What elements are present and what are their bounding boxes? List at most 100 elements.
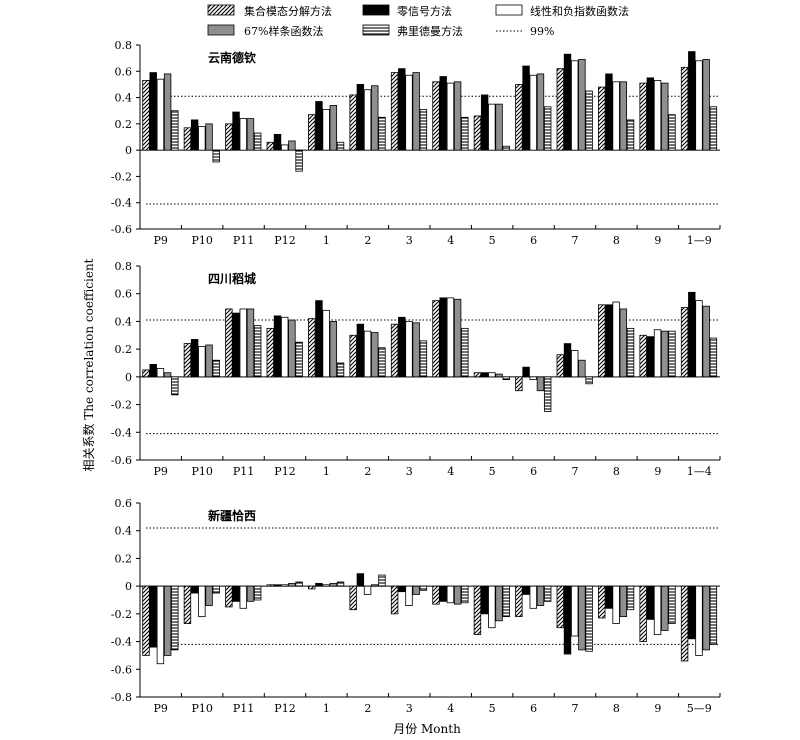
bar-linear [405, 585, 413, 606]
y-tick-label: -0.4 [111, 426, 132, 439]
bar-zero [563, 343, 572, 378]
bar-linear [280, 144, 289, 151]
bar-linear [156, 585, 165, 665]
bar-zero [688, 291, 696, 378]
bar-linear [280, 584, 289, 587]
bar-fried [253, 325, 262, 378]
bar-linear [280, 316, 289, 378]
bar-eemd [515, 376, 523, 392]
bar-linear [405, 74, 413, 151]
bar-fried [171, 376, 179, 396]
bar-linear [446, 297, 455, 378]
bar-linear [488, 585, 496, 629]
bar-eemd [225, 585, 233, 608]
y-tick-label: 0 [125, 144, 132, 157]
bar-fried [585, 90, 593, 151]
bar-eemd [266, 584, 274, 587]
bar-spline [661, 330, 669, 378]
legend-item-linear: 线性和负指数函数法 [495, 4, 629, 18]
bar-fried [502, 376, 510, 381]
bar-spline [453, 298, 462, 378]
bar-linear [529, 74, 537, 151]
bar-eemd [142, 369, 150, 378]
bar-zero [439, 297, 447, 378]
bar-fried [709, 106, 718, 151]
y-axis-title: 相关系数 The correlation coefficient [81, 258, 96, 471]
bar-spline [495, 373, 503, 378]
bar-fried [378, 116, 386, 151]
bar-eemd [556, 585, 564, 629]
bar-zero [190, 119, 199, 151]
bar-linear [405, 321, 413, 378]
bar-fried [212, 359, 220, 378]
bar-linear [322, 109, 330, 151]
bar-linear [363, 585, 372, 595]
bar-fried [502, 145, 510, 151]
legend-label-eemd: 集合模态分解方法 [244, 4, 332, 18]
bar-spline [163, 372, 172, 378]
x-tick-label: 5 [489, 465, 496, 478]
bar-eemd [142, 80, 150, 151]
bar-spline [288, 140, 296, 151]
bar-eemd [639, 82, 647, 151]
bar-zero [646, 77, 655, 151]
bar-fried [295, 581, 303, 587]
bar-linear [198, 345, 206, 378]
bar-eemd [349, 585, 357, 611]
bar-linear [156, 368, 165, 378]
bar-spline [329, 321, 338, 378]
bar-eemd [639, 334, 647, 378]
bar-fried [543, 585, 552, 602]
panel-title: 云南德钦 [208, 50, 256, 65]
y-tick-label: 0.4 [115, 315, 133, 328]
panel-xinjiang-qiaxi: 新疆恰西 0.6 0.4 0.2 0 -0.2 -0.4 -0.6 -0.8 P9 P10 P11 P1… [111, 497, 721, 715]
x-tick-label: P10 [191, 702, 212, 715]
y-tick-label: -0.2 [111, 170, 132, 183]
y-tick-label: -0.6 [111, 663, 132, 676]
bar-eemd [432, 81, 440, 151]
bar-fried [585, 376, 593, 385]
bar-linear [695, 585, 703, 656]
bar-fried [212, 149, 220, 163]
bar-spline [163, 585, 172, 656]
bar-linear [239, 118, 247, 151]
bar-linear [571, 60, 579, 151]
bar-spline [205, 585, 213, 606]
bar-zero [398, 585, 406, 593]
bar-zero [398, 316, 406, 378]
bar-spline [163, 73, 172, 151]
bar-linear [571, 350, 579, 378]
x-tick-label: P10 [191, 234, 212, 247]
legend-item-significance: 99% [496, 25, 554, 38]
x-tick-label: P11 [233, 702, 254, 715]
bar-fried [626, 119, 635, 151]
bar-fried [419, 585, 428, 591]
bar-linear [653, 585, 662, 636]
bar-spline [371, 85, 379, 151]
bar-fried [461, 585, 469, 604]
bar-zero [356, 323, 365, 378]
x-tick-label: 8 [613, 234, 620, 247]
bar-linear [363, 330, 372, 378]
bar-spline [619, 585, 628, 618]
x-tick-label: 1—9 [687, 234, 712, 247]
y-tick-label: 0.4 [115, 525, 133, 538]
bar-eemd [473, 115, 482, 151]
x-tick-label: P11 [233, 234, 254, 247]
bar-linear [571, 585, 579, 637]
y-tick-label: -0.4 [111, 197, 132, 210]
legend-label-fried: 弗里德曼方法 [397, 24, 463, 38]
bar-fried [461, 116, 469, 151]
x-tick-label: 8 [613, 465, 620, 478]
bar-linear [446, 82, 455, 151]
bar-zero [688, 585, 696, 640]
bar-fried [253, 585, 262, 601]
bar-linear [695, 300, 703, 378]
bar-fried [543, 106, 552, 151]
x-tick-label: 3 [406, 465, 413, 478]
y-tick-label: -0.8 [111, 691, 132, 704]
x-tick-label: 3 [406, 702, 413, 715]
bar-zero [273, 584, 282, 587]
bar-spline [205, 344, 213, 378]
legend-label-zero: 零信号方法 [397, 4, 452, 18]
